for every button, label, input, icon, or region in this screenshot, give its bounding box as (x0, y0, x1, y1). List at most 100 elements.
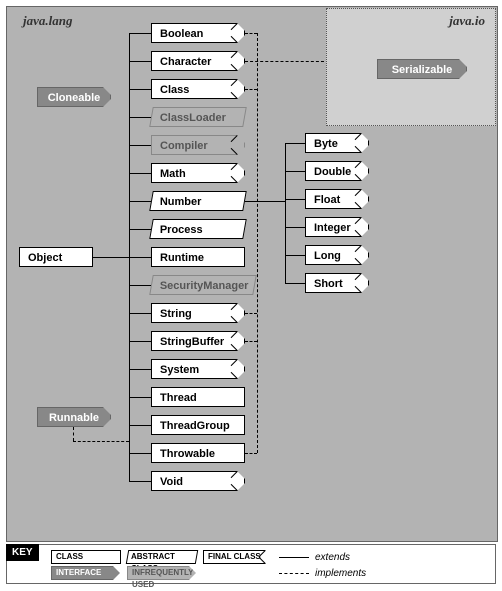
key-extends-line (279, 557, 309, 558)
e11 (129, 313, 151, 314)
lbl: Integer (314, 222, 351, 234)
class-class: Class (151, 79, 245, 99)
e14 (129, 397, 151, 398)
iface-cloneable: Cloneable (37, 87, 111, 107)
key-infrequent: INFREQUENTLY USED (127, 566, 197, 580)
class-securitymanager: SecurityManager (149, 275, 257, 295)
iface-runnable-label: Runnable (49, 412, 99, 424)
iface-serializable-label: Serializable (392, 64, 453, 76)
key-interface: INTERFACE (51, 566, 121, 580)
nb5 (285, 255, 305, 256)
class-threadgroup: ThreadGroup (151, 415, 245, 435)
class-boolean: Boolean (151, 23, 245, 43)
class-object: Object (19, 247, 93, 267)
e13 (129, 369, 151, 370)
pkg-io-label: java.io (449, 13, 485, 29)
key-extends-label: extends (315, 552, 350, 563)
lbl: INFREQUENTLY USED (132, 568, 193, 589)
class-runtime: Runtime (151, 247, 245, 267)
sd2 (245, 89, 257, 90)
lbl: Compiler (160, 140, 208, 152)
class-stringbuffer: StringBuffer (151, 331, 245, 351)
iface-cloneable-label: Cloneable (48, 92, 101, 104)
sd4 (245, 341, 257, 342)
lbl: ClassLoader (160, 108, 226, 128)
run-h (73, 441, 129, 442)
lbl: Number (160, 192, 202, 212)
sd5 (245, 453, 257, 454)
key-title: KEY (6, 544, 39, 561)
lbl: Void (160, 476, 183, 488)
e17 (129, 481, 151, 482)
java-io-panel: java.io Serializable (326, 8, 496, 126)
lbl: Float (314, 194, 340, 206)
e6 (129, 173, 151, 174)
e5 (129, 145, 151, 146)
class-string: String (151, 303, 245, 323)
class-classloader: ClassLoader (149, 107, 247, 127)
lbl: ThreadGroup (160, 420, 230, 432)
lbl: Class (160, 84, 189, 96)
run-v (73, 427, 74, 441)
e3 (129, 89, 151, 90)
e15 (129, 425, 151, 426)
key-impl-label: implements (315, 568, 366, 579)
e16 (129, 453, 151, 454)
e1 (129, 33, 151, 34)
lbl: Throwable (160, 448, 215, 460)
lbl: Character (160, 56, 211, 68)
lbl: Short (314, 278, 343, 290)
lbl: Byte (314, 138, 338, 150)
lbl: Runtime (160, 252, 204, 264)
class-system: System (151, 359, 245, 379)
lbl: Double (314, 166, 351, 178)
lbl: Math (160, 168, 186, 180)
e10 (129, 285, 151, 286)
lbl: Boolean (160, 28, 203, 40)
num-h (245, 201, 285, 202)
key-impl-line (279, 573, 309, 574)
sd1 (245, 33, 257, 34)
nb3 (285, 199, 305, 200)
key-abstract: ABSTRACT CLASS (126, 550, 198, 564)
class-throwable: Throwable (151, 443, 245, 463)
class-math: Math (151, 163, 245, 183)
sd3 (245, 313, 257, 314)
iface-serializable: Serializable (377, 59, 467, 79)
class-integer: Integer (305, 217, 369, 237)
nb1 (285, 143, 305, 144)
num-bus (285, 143, 286, 283)
e12 (129, 341, 151, 342)
e2 (129, 61, 151, 62)
lbl: Thread (160, 392, 197, 404)
ser-bus (257, 33, 258, 453)
nb4 (285, 227, 305, 228)
class-object-label: Object (28, 252, 62, 264)
class-number: Number (149, 191, 247, 211)
pkg-lang-label: java.lang (23, 13, 72, 29)
lbl: System (160, 364, 199, 376)
lbl: Process (160, 220, 203, 240)
run-v2 (129, 397, 130, 441)
class-character: Character (151, 51, 245, 71)
lbl: SecurityManager (160, 276, 249, 296)
lbl: Long (314, 250, 341, 262)
class-short: Short (305, 273, 369, 293)
lbl: StringBuffer (160, 336, 224, 348)
nb6 (285, 283, 305, 284)
e8 (129, 229, 151, 230)
lbl: INTERFACE (56, 568, 101, 577)
iface-runnable: Runnable (37, 407, 111, 427)
key-final: FINAL CLASS (203, 550, 273, 564)
class-byte: Byte (305, 133, 369, 153)
class-long: Long (305, 245, 369, 265)
e7 (129, 201, 151, 202)
class-compiler: Compiler (151, 135, 245, 155)
class-process: Process (149, 219, 247, 239)
e9 (129, 257, 151, 258)
class-void: Void (151, 471, 245, 491)
lbl: String (160, 308, 192, 320)
lbl: FINAL CLASS (208, 552, 261, 561)
key-panel: KEY CLASS ABSTRACT CLASS FINAL CLASS ext… (6, 544, 496, 584)
class-float: Float (305, 189, 369, 209)
